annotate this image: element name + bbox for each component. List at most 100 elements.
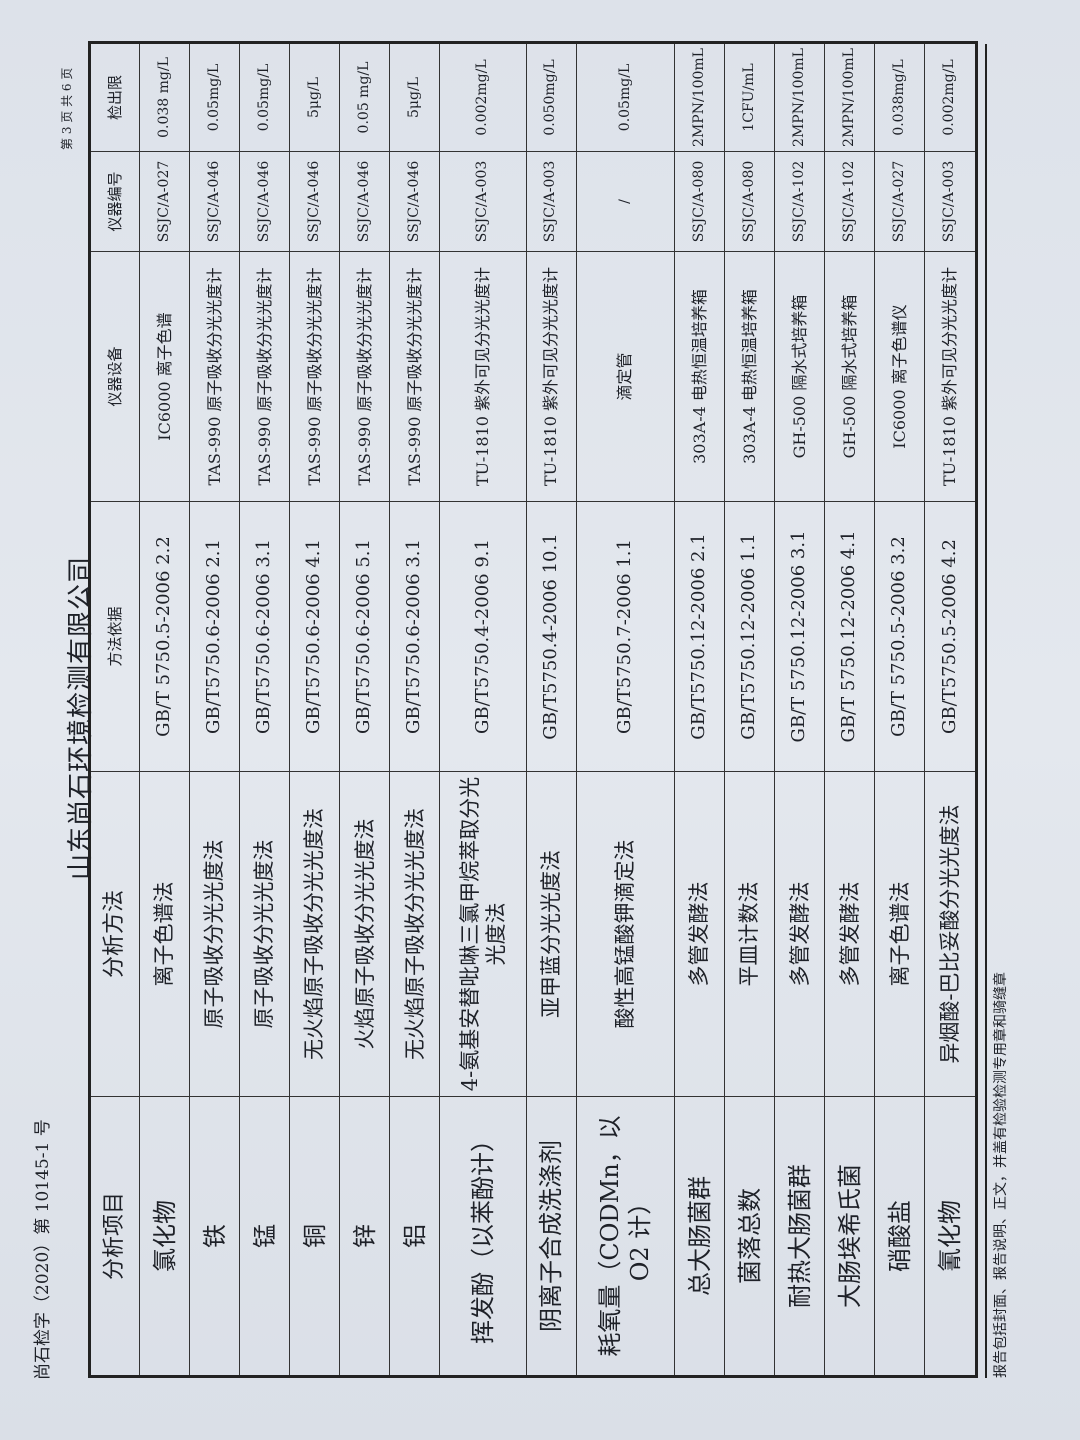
analysis-method-cell: 离子色谱法 xyxy=(139,771,190,1097)
equipment-cell: TU-1810 紫外可见分光光度计 xyxy=(526,251,577,502)
method-basis-cell: GB/T5750.6-2006 3.1 xyxy=(239,501,290,772)
page-info: 第 3 页 共 6 页 xyxy=(60,67,74,150)
equipment-cell: TAS-990 原子吸收分光光度计 xyxy=(189,251,240,502)
analysis-item-cell: 锌 xyxy=(339,1096,390,1377)
column-header: 仪器设备 xyxy=(89,251,140,502)
analysis-item-cell: 铁 xyxy=(189,1096,240,1377)
analysis-item-cell: 阴离子合成洗涤剂 xyxy=(526,1096,577,1377)
analysis-item-cell: 氰化物 xyxy=(924,1096,977,1377)
detection-limit-cell: 2MPN/100mL xyxy=(674,42,725,152)
equipment-cell: 303A-4 电热恒温培养箱 xyxy=(724,251,775,502)
equipment-cell: TAS-990 原子吸收分光光度计 xyxy=(389,251,440,502)
equipment-cell: 滴定管 xyxy=(576,251,675,502)
equipment-cell: TAS-990 原子吸收分光光度计 xyxy=(239,251,290,502)
column-header: 检出限 xyxy=(89,42,140,152)
table-row: 耗氧量（CODMn，以 O2 计） 酸性高锰酸钾滴定法 GB/T5750.7-200… xyxy=(576,42,675,1377)
method-basis-cell: GB/T 5750.12-2006 3.1 xyxy=(774,501,825,772)
equipment-code-cell: SSJC/A-102 xyxy=(774,151,825,252)
method-basis-cell: GB/T5750.5-2006 4.2 xyxy=(924,501,977,772)
equipment-cell: IC6000 离子色谱仪 xyxy=(874,251,925,502)
analysis-method-cell: 平皿计数法 xyxy=(724,771,775,1097)
table-row: 铜无火焰原子吸收分光光度法 GB/T5750.6-2006 4.1 TAS-990 … xyxy=(289,42,340,1377)
table-row: 铝无火焰原子吸收分光光度法 GB/T5750.6-2006 3.1 TAS-990 … xyxy=(389,42,440,1377)
document-number: 尚石检字（2020）第 10145-1 号 xyxy=(33,1119,53,1380)
equipment-code-cell: SSJC/A-003 xyxy=(439,151,527,252)
detection-limit-cell: 5μg/L xyxy=(389,42,440,152)
analysis-method-cell: 火焰原子吸收分光光度法 xyxy=(339,771,390,1097)
analysis-item-cell: 总大肠菌群 xyxy=(674,1096,725,1377)
analysis-method-cell: 原子吸收分光光度法 xyxy=(189,771,240,1097)
detection-limit-cell: 0.05mg/L xyxy=(189,42,240,152)
analysis-method-cell: 原子吸收分光光度法 xyxy=(239,771,290,1097)
footer-note: 报告包括封面、报告说明、正文，并盖有检验检测专用章和骑缝章 xyxy=(985,44,1010,1378)
equipment-code-cell: SSJC/A-003 xyxy=(526,151,577,252)
equipment-code-cell: SSJC/A-046 xyxy=(189,151,240,252)
analysis-method-cell: 多管发酵法 xyxy=(774,771,825,1097)
analysis-method-cell: 无火焰原子吸收分光光度法 xyxy=(289,771,340,1097)
detection-limit-cell: 5μg/L xyxy=(289,42,340,152)
analysis-item-cell: 硝酸盐 xyxy=(874,1096,925,1377)
analysis-item-cell: 菌落总数 xyxy=(724,1096,775,1377)
equipment-code-cell: SSJC/A-046 xyxy=(389,151,440,252)
equipment-code-cell: SSJC/A-046 xyxy=(339,151,390,252)
column-header: 方法依据 xyxy=(89,501,140,772)
detection-limit-cell: 0.038 mg/L xyxy=(139,42,190,152)
table-row: 耐热大肠菌群 多管发酵法 GB/T 5750.12-2006 3.1 GH-500 隔… xyxy=(774,42,825,1377)
table-row: 硝酸盐 离子色谱法 GB/T 5750.5-2006 3.2 IC6000 离子色谱仪… xyxy=(874,42,925,1377)
table-row: 菌落总数 平皿计数法 GB/T5750.12-2006 1.1 303A-4 电热恒温… xyxy=(724,42,775,1377)
analysis-method-cell: 4-氨基安替吡啉三氯甲烷萃取分光光度法 xyxy=(439,771,527,1097)
equipment-cell: TAS-990 原子吸收分光光度计 xyxy=(339,251,390,502)
detection-limit-cell: 0.002mg/L xyxy=(924,42,977,152)
detection-limit-cell: 1CFU/mL xyxy=(724,42,775,152)
method-basis-cell: GB/T 5750.5-2006 2.2 xyxy=(139,501,190,772)
analysis-item-cell: 氯化物 xyxy=(139,1096,190,1377)
column-header: 分析项目 xyxy=(89,1096,140,1377)
analysis-item-cell: 挥发酚（以苯酚计） xyxy=(439,1096,527,1377)
equipment-code-cell: SSJC/A-102 xyxy=(824,151,875,252)
table-header-row: 分析项目 分析方法 方法依据 仪器设备 仪器编号 检出限 xyxy=(89,42,140,1377)
detection-limit-cell: 0.002mg/L xyxy=(439,42,527,152)
method-basis-cell: GB/T 5750.5-2006 3.2 xyxy=(874,501,925,772)
analysis-item-cell: 铜 xyxy=(289,1096,340,1377)
detection-limit-cell: 2MPN/100mL xyxy=(824,42,875,152)
table-row: 挥发酚（以苯酚计） 4-氨基安替吡啉三氯甲烷萃取分光光度法 GB/T5750.4-2… xyxy=(439,42,527,1377)
method-basis-cell: GB/T 5750.12-2006 4.1 xyxy=(824,501,875,772)
equipment-cell: GH-500 隔水式培养箱 xyxy=(774,251,825,502)
equipment-code-cell: SSJC/A-080 xyxy=(674,151,725,252)
equipment-code-cell: SSJC/A-027 xyxy=(874,151,925,252)
method-basis-cell: GB/T5750.7-2006 1.1 xyxy=(576,501,675,772)
analysis-method-cell: 无火焰原子吸收分光光度法 xyxy=(389,771,440,1097)
method-basis-cell: GB/T5750.6-2006 2.1 xyxy=(189,501,240,772)
table-row: 总大肠菌群 多管发酵法 GB/T5750.12-2006 2.1 303A-4 电热恒… xyxy=(674,42,725,1377)
analysis-method-cell: 离子色谱法 xyxy=(874,771,925,1097)
equipment-cell: 303A-4 电热恒温培养箱 xyxy=(674,251,725,502)
detection-limit-cell: 0.05mg/L xyxy=(576,42,675,152)
column-header: 分析方法 xyxy=(89,771,140,1097)
method-basis-cell: GB/T5750.12-2006 1.1 xyxy=(724,501,775,772)
equipment-cell: TU-1810 紫外可见分光光度计 xyxy=(439,251,527,502)
analysis-method-cell: 多管发酵法 xyxy=(674,771,725,1097)
equipment-cell: TAS-990 原子吸收分光光度计 xyxy=(289,251,340,502)
method-basis-cell: GB/T5750.6-2006 3.1 xyxy=(389,501,440,772)
table-row: 氰化物 异烟酸-巴比妥酸分光光度法 GB/T5750.5-2006 4.2 TU-18… xyxy=(924,42,977,1377)
table-row: 大肠埃希氏菌 多管发酵法 GB/T 5750.12-2006 4.1 GH-500 隔… xyxy=(824,42,875,1377)
equipment-code-cell: SSJC/A-046 xyxy=(239,151,290,252)
method-basis-cell: GB/T5750.12-2006 2.1 xyxy=(674,501,725,772)
equipment-cell: IC6000 离子色谱 xyxy=(139,251,190,502)
analysis-item-cell: 铝 xyxy=(389,1096,440,1377)
method-basis-cell: GB/T5750.4-2006 9.1 xyxy=(439,501,527,772)
analysis-item-cell: 耐热大肠菌群 xyxy=(774,1096,825,1377)
analysis-methods-table: 分析项目 分析方法 方法依据 仪器设备 仪器编号 检出限 氯化物 离子色谱法 GB/… xyxy=(88,41,978,1378)
analysis-item-cell: 大肠埃希氏菌 xyxy=(824,1096,875,1377)
equipment-code-cell: SSJC/A-080 xyxy=(724,151,775,252)
detection-limit-cell: 0.038mg/L xyxy=(874,42,925,152)
method-basis-cell: GB/T5750.6-2006 5.1 xyxy=(339,501,390,772)
analysis-method-cell: 酸性高锰酸钾滴定法 xyxy=(576,771,675,1097)
method-basis-cell: GB/T5750.6-2006 4.1 xyxy=(289,501,340,772)
analysis-method-cell: 亚甲蓝分光光度法 xyxy=(526,771,577,1097)
analysis-item-cell: 锰 xyxy=(239,1096,290,1377)
detection-limit-cell: 0.05 mg/L xyxy=(339,42,390,152)
equipment-cell: GH-500 隔水式培养箱 xyxy=(824,251,875,502)
equipment-code-cell: SSJC/A-027 xyxy=(139,151,190,252)
